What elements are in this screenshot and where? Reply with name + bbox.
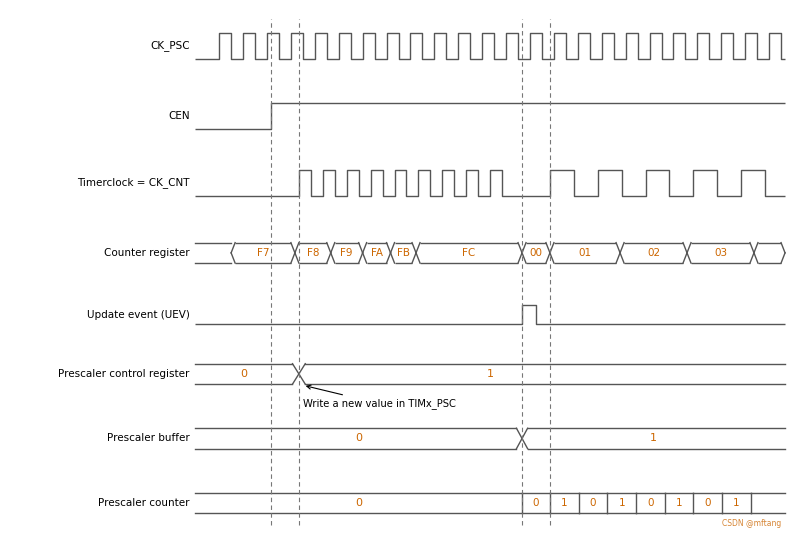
Text: 0: 0 (590, 498, 596, 508)
Text: 1: 1 (650, 434, 657, 443)
Text: 01: 01 (579, 248, 591, 258)
Text: 1: 1 (618, 498, 625, 508)
Text: 0: 0 (705, 498, 711, 508)
Text: Write a new value in TIMx_PSC: Write a new value in TIMx_PSC (303, 385, 456, 409)
Text: 00: 00 (529, 248, 543, 258)
Text: 02: 02 (647, 248, 660, 258)
Text: CEN: CEN (168, 111, 190, 121)
Text: 1: 1 (487, 369, 493, 379)
Text: 03: 03 (714, 248, 727, 258)
Text: F7: F7 (257, 248, 269, 258)
Text: 1: 1 (676, 498, 682, 508)
Text: CSDN @mftang: CSDN @mftang (722, 519, 781, 528)
Text: Timerclock = CK_CNT: Timerclock = CK_CNT (77, 178, 190, 188)
Text: Counter register: Counter register (104, 248, 190, 258)
Text: 0: 0 (532, 498, 540, 508)
Text: Prescaler buffer: Prescaler buffer (107, 434, 190, 443)
Text: 1: 1 (733, 498, 740, 508)
Text: Update event (UEV): Update event (UEV) (87, 310, 190, 320)
Text: FB: FB (397, 248, 410, 258)
Text: F9: F9 (340, 248, 353, 258)
Text: Prescaler control register: Prescaler control register (58, 369, 190, 379)
Text: 0: 0 (355, 434, 362, 443)
Text: 0: 0 (647, 498, 654, 508)
Text: F8: F8 (307, 248, 319, 258)
Text: CK_PSC: CK_PSC (150, 40, 190, 51)
Text: FA: FA (371, 248, 383, 258)
Text: Prescaler counter: Prescaler counter (98, 498, 190, 508)
Text: 0: 0 (355, 498, 362, 508)
Text: 1: 1 (561, 498, 567, 508)
Text: 0: 0 (241, 369, 247, 379)
Text: FC: FC (462, 248, 476, 258)
